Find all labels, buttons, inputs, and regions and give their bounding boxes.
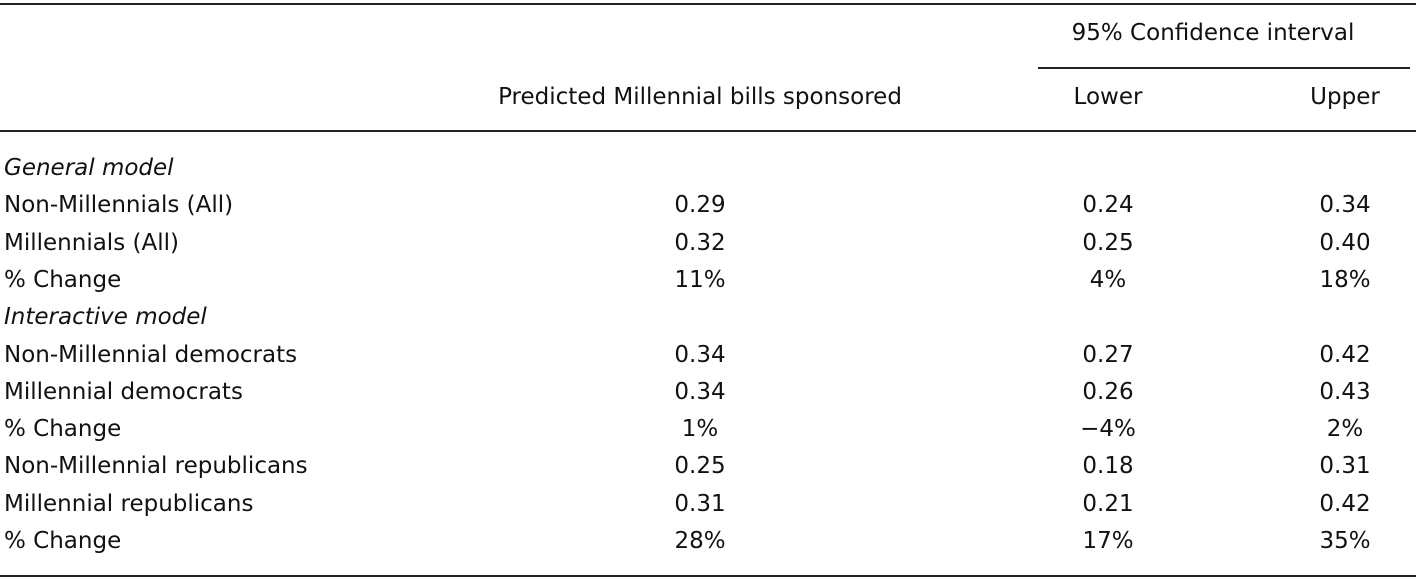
cell-value: −4% xyxy=(1080,416,1136,443)
row-label: Millennials (All) xyxy=(4,229,179,256)
cell-value: 0.18 xyxy=(1082,453,1134,480)
cell-value: 1% xyxy=(681,416,719,443)
row-label: Non-Millennial democrats xyxy=(4,341,298,368)
cell-value: 0.34 xyxy=(1319,192,1371,219)
cell-value: 0.42 xyxy=(1319,341,1371,368)
cell-value: 0.31 xyxy=(674,490,726,517)
cell-value: 0.25 xyxy=(1082,229,1134,256)
cell-value: 28% xyxy=(674,528,726,554)
top-rule xyxy=(0,3,1416,5)
bottom-rule xyxy=(0,575,1416,577)
cell-value: 18% xyxy=(1319,266,1371,293)
column-header: Predicted Millennial bills sponsored xyxy=(498,84,902,110)
row-label: % Change xyxy=(4,528,122,554)
section-title: Interactive model xyxy=(4,304,207,331)
cell-value: 0.43 xyxy=(1319,378,1371,405)
row-label: Non-Millennials (All) xyxy=(4,192,234,219)
row-label: Millennial republicans xyxy=(4,490,254,517)
row-label: Millennial democrats xyxy=(4,378,243,405)
group-header: 95% Confidence interval xyxy=(1071,20,1355,46)
cell-value: 0.31 xyxy=(1319,453,1371,480)
cell-value: 4% xyxy=(1089,266,1127,293)
cell-value: 35% xyxy=(1319,528,1371,554)
cell-value: 0.25 xyxy=(674,453,726,480)
cell-value: 0.32 xyxy=(674,229,726,256)
cell-value: 0.40 xyxy=(1319,229,1371,256)
cell-value: 0.21 xyxy=(1082,490,1134,517)
group-rule xyxy=(1038,67,1410,69)
cell-value: 0.34 xyxy=(674,378,726,405)
header-rule xyxy=(0,130,1416,132)
cell-value: 17% xyxy=(1082,528,1134,554)
section-title: General model xyxy=(4,155,174,181)
row-label: % Change xyxy=(4,266,122,293)
cell-value: 2% xyxy=(1326,416,1364,443)
cell-value: 0.24 xyxy=(1082,192,1134,219)
cell-value: 0.27 xyxy=(1082,341,1134,368)
cell-value: 0.26 xyxy=(1082,378,1134,405)
column-header: Upper xyxy=(1310,84,1380,110)
row-label: Non-Millennial republicans xyxy=(4,453,308,480)
column-header: Lower xyxy=(1073,84,1143,110)
cell-value: 11% xyxy=(674,266,726,293)
cell-value: 0.34 xyxy=(674,341,726,368)
cell-value: 0.42 xyxy=(1319,490,1371,517)
cell-value: 0.29 xyxy=(674,192,726,219)
row-label: % Change xyxy=(4,416,122,443)
